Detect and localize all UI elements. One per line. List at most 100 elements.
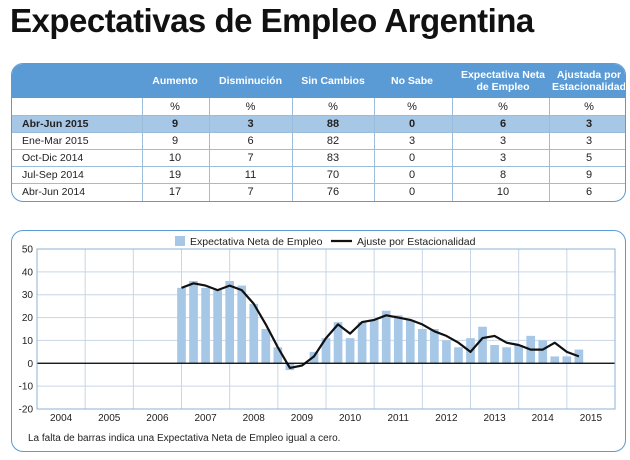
bar-net-employment [249,303,259,364]
table-cell: 0 [408,118,416,130]
bar-net-employment [514,345,524,364]
column-divider [549,98,550,201]
table-cell: 88 [326,118,340,130]
y-tick-label: 0 [27,359,33,370]
x-tick-label: 2006 [146,413,169,424]
table-cell: 3 [585,118,593,130]
x-tick-label: 2010 [339,413,362,424]
y-tick-label: 40 [22,267,34,278]
bar-net-employment [345,338,355,364]
table-cell: 19 [168,169,182,181]
unit-cell: % [584,101,594,113]
row-label: Abr-Jun 2014 [22,186,86,198]
column-divider [374,98,375,201]
expectations-table: Aumento Disminución Sin Cambios No Sabe … [11,63,626,202]
bar-net-employment [393,315,403,364]
highlight-row-background [12,115,625,132]
bar-net-employment [333,322,343,364]
bar-net-employment [237,285,247,364]
y-tick-label: 50 [22,245,34,256]
line-seasonal-adjustment [181,282,580,369]
header-expectativa-neta: Expectativa Neta de Empleo [460,69,546,93]
bar-net-employment [369,319,379,364]
plot-frame [36,248,616,410]
table-cell: 9 [585,169,593,181]
table-cell: 6 [499,118,507,130]
column-divider [142,98,143,201]
table-cell: 7 [247,186,254,198]
bar-net-employment [261,329,271,364]
row-divider [12,115,625,116]
bar-net-employment [357,322,367,364]
unit-cell: % [245,101,256,113]
bar-net-employment [454,347,463,364]
table-cell: 10 [168,152,182,164]
unit-cell: % [170,101,180,113]
table-cell: 0 [408,169,416,181]
column-divider [209,98,210,201]
bar-net-employment [550,356,560,364]
table-cell: 3 [499,135,507,147]
table-cell: 70 [326,169,340,181]
chart-panel: Expectativa Neta de Empleo Ajuste por Es… [11,230,626,452]
bar-net-employment [405,319,415,364]
x-tick-label: 2011 [387,413,409,424]
x-tick-label: 2005 [98,413,121,424]
row-divider [12,183,625,184]
y-tick-label: 20 [22,313,34,324]
bar-net-employment [321,338,331,364]
table-cell: 0 [408,186,416,198]
y-tick-label: -10 [19,382,34,393]
bar-net-employment [417,329,427,364]
bar-net-employment [502,347,511,364]
column-divider [292,98,293,201]
page-title: Expectativas de Empleo Argentina [10,2,534,39]
table-cell: 76 [326,186,340,198]
unit-cell: % [407,101,417,113]
x-tick-label: 2015 [580,413,603,424]
table-cell: 3 [499,152,507,164]
bar-net-employment [177,287,186,364]
x-tick-label: 2008 [243,413,266,424]
header-disminucion: Disminución [218,75,282,87]
table-cell: 7 [247,152,254,164]
table-cell: 11 [244,169,257,181]
unit-cell: % [498,101,508,113]
bar-net-employment [490,345,499,364]
header-no-sabe: No Sabe [390,75,433,87]
bar-net-employment [430,329,439,364]
legend-bar-swatch [175,236,185,246]
table-cell: 8 [499,169,507,181]
table-cell: 3 [247,118,254,130]
x-tick-label: 2012 [435,413,458,424]
table-cell: 5 [585,152,593,164]
table-cell: 9 [171,118,179,130]
table-header-bar [12,64,625,98]
table-cell: 6 [247,135,254,147]
row-divider [12,132,625,133]
x-tick-label: 2009 [291,413,314,424]
x-tick-label: 2004 [50,413,73,424]
table-cell: 9 [171,135,179,147]
table-cell: 3 [408,135,416,147]
table-cell: 10 [496,186,510,198]
table-cell: 82 [326,135,340,147]
table-cell: 6 [585,186,593,198]
bar-net-employment [381,310,391,364]
row-label: Oct-Dic 2014 [22,152,84,164]
bar-net-employment [189,281,198,364]
header-sin-cambios: Sin Cambios [301,75,365,87]
table-cell: 3 [585,135,593,147]
bar-net-employment [562,356,572,364]
bar-net-employment [225,281,235,364]
x-tick-label: 2013 [483,413,506,424]
bar-net-employment [273,347,283,364]
table-cell: 0 [408,152,416,164]
x-tick-label: 2014 [532,413,555,424]
row-divider [12,166,625,167]
y-tick-label: 30 [22,290,34,301]
legend-label-line: Ajuste por Estacionalidad [357,236,476,248]
legend-label-bars: Expectativa Neta de Empleo [190,236,323,248]
row-label: Abr-Jun 2015 [22,118,89,130]
y-tick-label: 10 [22,336,34,347]
